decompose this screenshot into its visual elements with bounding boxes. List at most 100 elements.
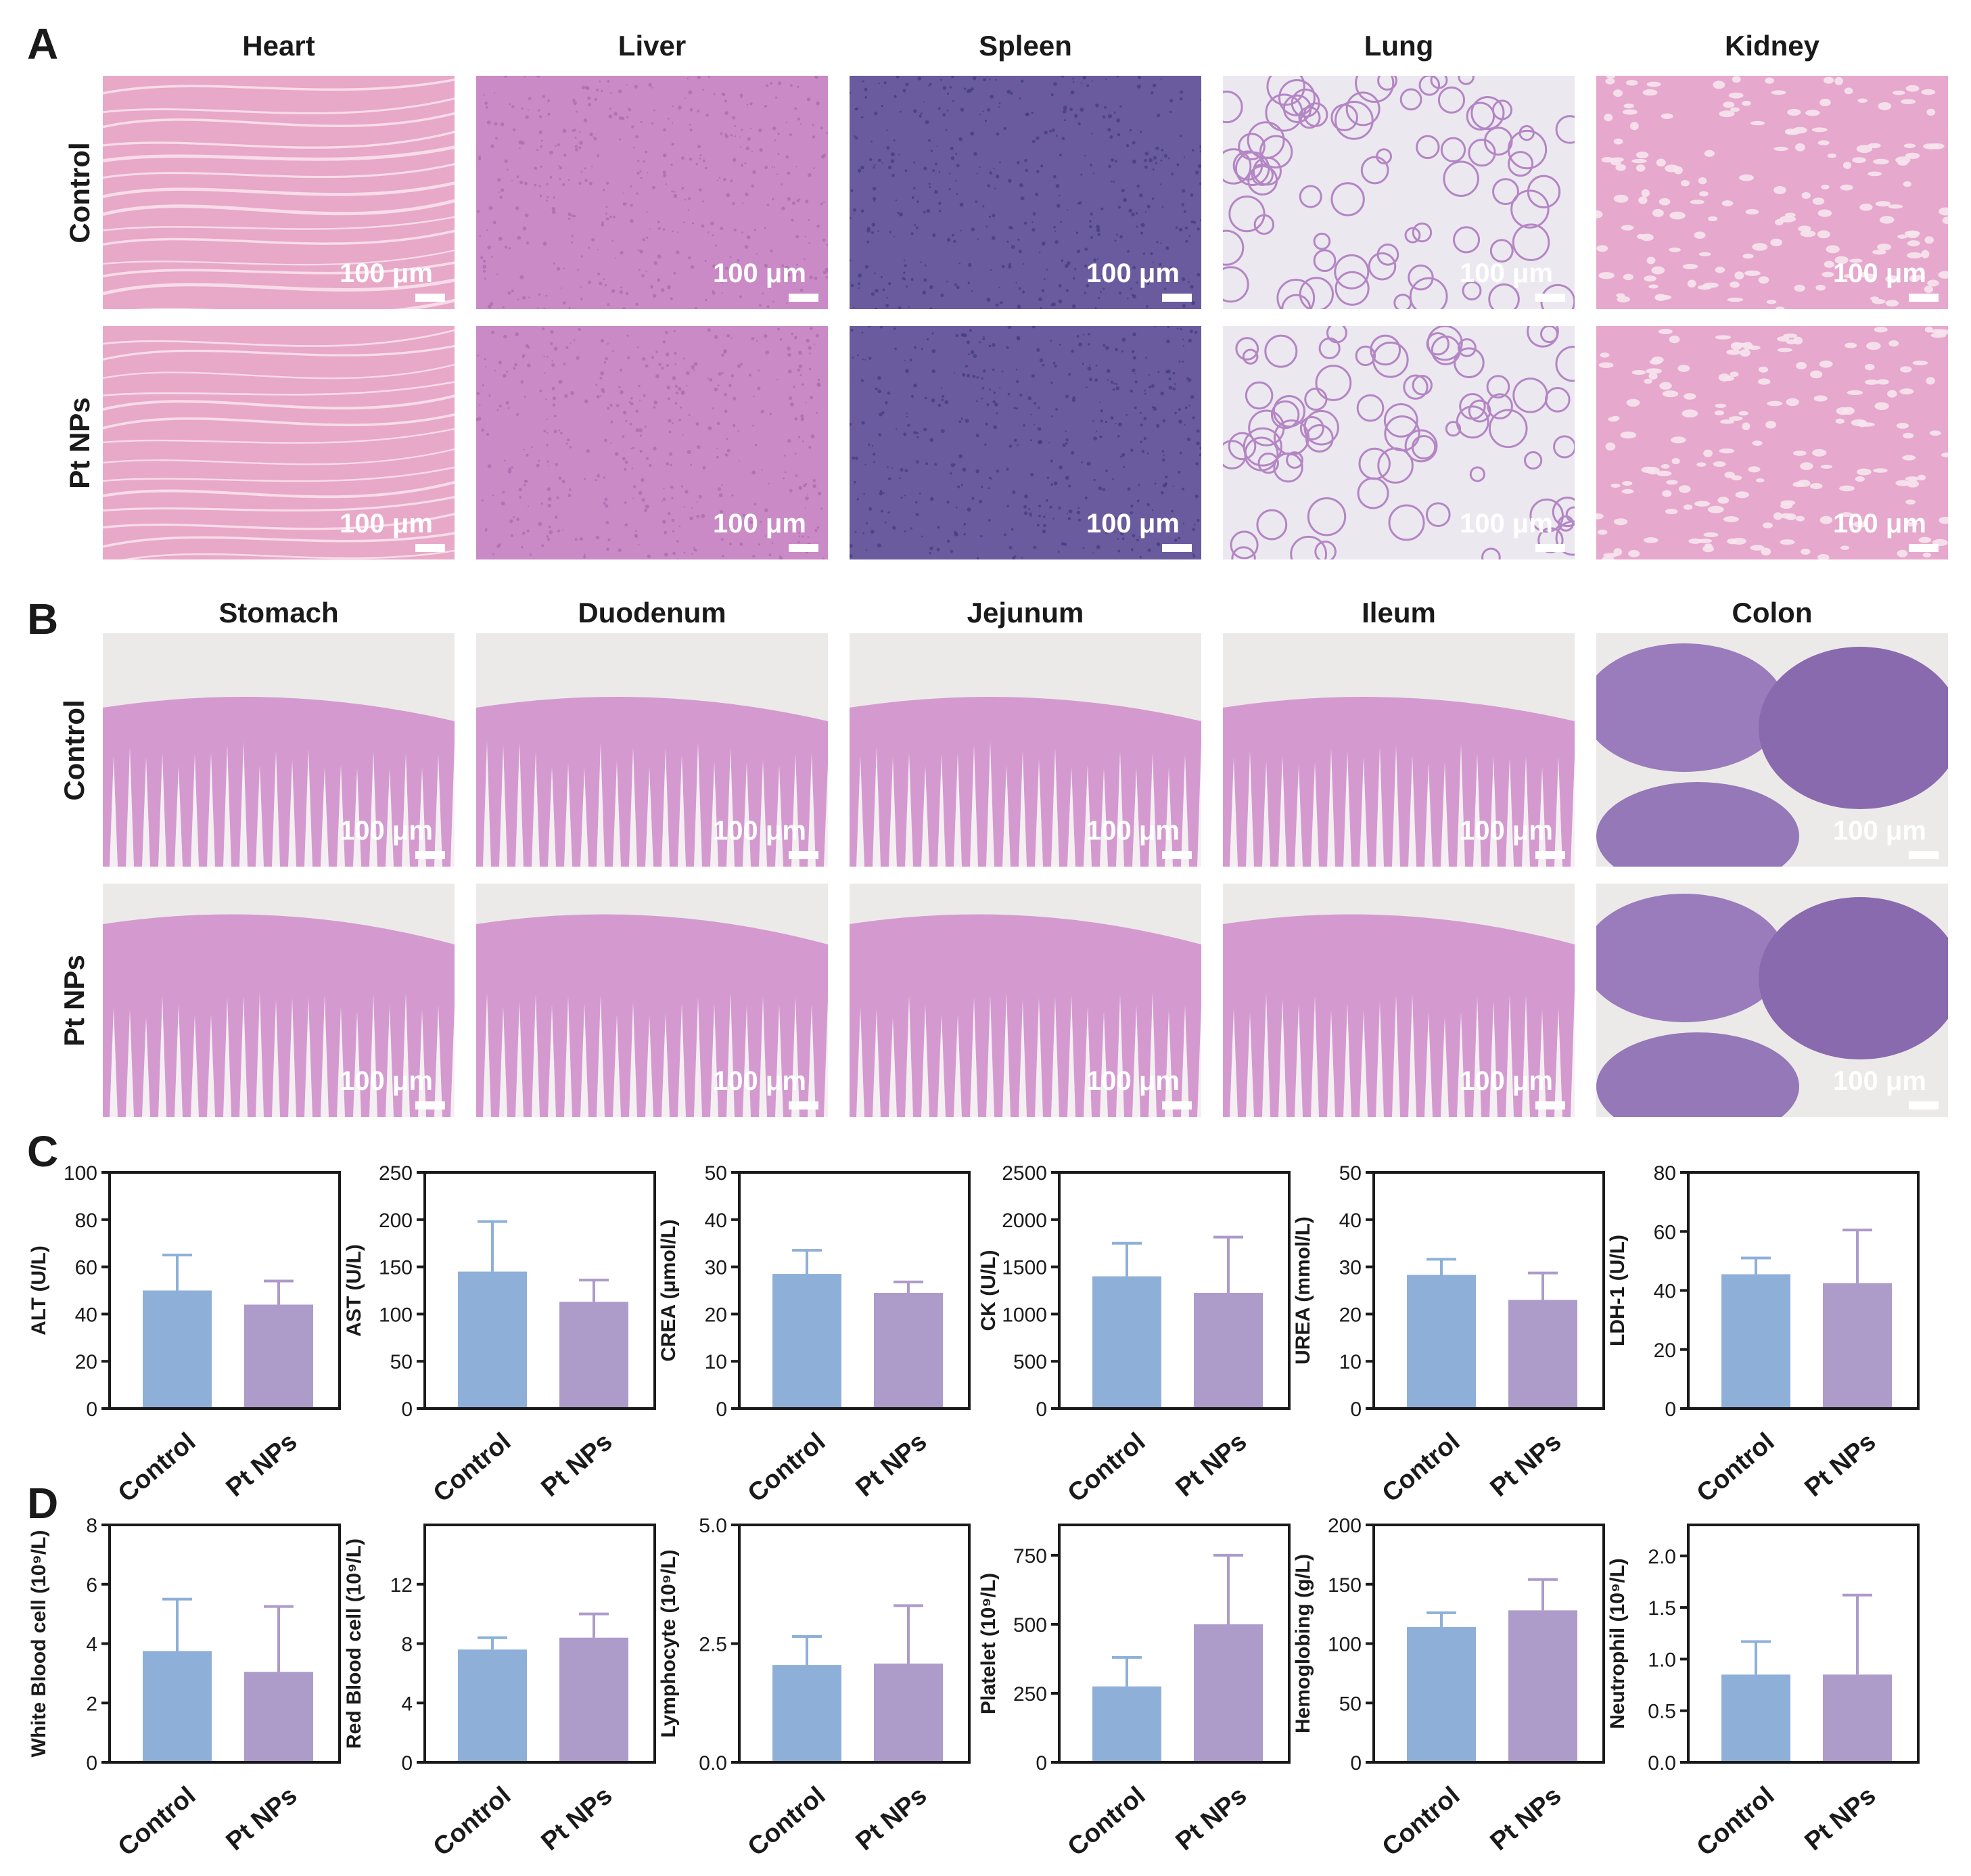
panel-letter-a: A xyxy=(27,20,59,68)
chart-3: 0 10 20 30 40 50 CREA (μmol/L) Control Pt NPs xyxy=(657,1162,971,1508)
y-tick-label: 1.5 xyxy=(1648,1597,1676,1620)
histology-image-spleen-pt-nps xyxy=(850,326,1201,559)
y-axis-label: AST (U/L) xyxy=(343,1244,365,1337)
scale-bar xyxy=(1162,1101,1192,1109)
y-tick-label: 50 xyxy=(1339,1162,1362,1185)
y-tick-label: 1500 xyxy=(1002,1257,1047,1279)
scale-bar-label: 100 μm xyxy=(1460,816,1553,846)
scale-bar xyxy=(1535,851,1565,859)
organ-title-duodenum: Duodenum xyxy=(578,597,726,628)
organ-title-colon: Colon xyxy=(1732,597,1813,628)
y-tick-label: 500 xyxy=(1013,1351,1047,1373)
y-tick-label: 0 xyxy=(1036,1398,1047,1421)
bar-pt-nps xyxy=(1508,1610,1577,1762)
y-tick-label: 200 xyxy=(1328,1515,1362,1537)
y-axis-label: Hemoglobing (g/L) xyxy=(1292,1554,1314,1733)
histology-image-colon-pt-nps xyxy=(1596,884,1948,1117)
scale-bar-label: 100 μm xyxy=(340,1066,433,1096)
y-axis-label: ALT (U/L) xyxy=(28,1245,50,1335)
scale-bar-label: 100 μm xyxy=(713,258,806,288)
y-axis-label: Red Blood cell (10⁹/L) xyxy=(343,1538,365,1749)
y-tick-label: 0.0 xyxy=(699,1752,727,1775)
scale-bar xyxy=(415,851,445,859)
y-tick-label: 20 xyxy=(1339,1304,1362,1326)
scale-bar xyxy=(789,294,818,302)
scale-bar xyxy=(1909,1101,1939,1109)
histology-image-colon-control xyxy=(1596,633,1948,867)
scale-bar xyxy=(789,851,818,859)
histology-image-heart-pt-nps xyxy=(103,326,455,559)
y-tick-label: 0 xyxy=(1350,1398,1362,1421)
histology-image-ileum-pt-nps xyxy=(1223,884,1575,1117)
scale-bar-label: 100 μm xyxy=(1833,509,1926,539)
y-tick-label: 5.0 xyxy=(699,1515,727,1537)
plot-frame xyxy=(108,1171,341,1410)
scale-bar-label: 100 μm xyxy=(713,816,806,846)
bar-control xyxy=(1407,1626,1476,1762)
scale-bar-label: 100 μm xyxy=(1460,258,1553,288)
scale-bar-label: 100 μm xyxy=(713,1066,806,1096)
plot-frame xyxy=(1058,1524,1291,1764)
y-tick-label: 40 xyxy=(1654,1281,1676,1303)
chart-7: 0 2 4 6 8 White Blood cell (10⁹/L) Control Pt N… xyxy=(28,1515,341,1862)
y-tick-label: 6 xyxy=(86,1574,97,1597)
y-tick-label: 150 xyxy=(379,1257,413,1279)
y-tick-label: 40 xyxy=(75,1304,97,1326)
y-tick-label: 50 xyxy=(390,1351,413,1373)
y-tick-label: 2.0 xyxy=(1648,1546,1676,1568)
y-tick-label: 2000 xyxy=(1002,1210,1047,1232)
scale-bar xyxy=(1162,294,1192,302)
y-tick-label: 0.5 xyxy=(1648,1701,1676,1723)
bar-control xyxy=(143,1651,212,1762)
x-tick-label: Pt NPs xyxy=(1800,1427,1882,1503)
y-axis-label: UREA (mmol/L) xyxy=(1292,1216,1314,1365)
y-tick-label: 80 xyxy=(1654,1162,1676,1185)
bar-pt-nps xyxy=(559,1302,628,1409)
histology-image-lung-pt-nps xyxy=(1223,326,1575,559)
y-tick-label: 8 xyxy=(401,1634,413,1656)
y-tick-label: 50 xyxy=(705,1162,727,1185)
y-axis-label: LDH-1 (U/L) xyxy=(1606,1235,1629,1346)
y-tick-label: 0 xyxy=(1036,1752,1047,1775)
y-axis-label: Neutrophil (10⁹/L) xyxy=(1606,1558,1629,1729)
y-tick-label: 2 xyxy=(86,1693,97,1715)
scale-bar-label: 100 μm xyxy=(1833,258,1926,288)
y-axis-label: Platelet (10⁹/L) xyxy=(977,1573,1000,1714)
chart-9: 0.0 2.5 5.0 Lymphocyte (10⁹/L) Control Pt NPs xyxy=(657,1515,971,1862)
organ-title-liver: Liver xyxy=(618,30,687,62)
y-tick-label: 50 xyxy=(1339,1693,1362,1715)
y-axis-label: White Blood cell (10⁹/L) xyxy=(28,1530,50,1758)
bar-pt-nps xyxy=(244,1672,313,1762)
histology-image-stomach-pt-nps xyxy=(103,884,455,1117)
organ-title-ileum: Ileum xyxy=(1362,597,1436,628)
scale-bar-label: 100 μm xyxy=(340,816,433,846)
bar-pt-nps xyxy=(1194,1292,1263,1409)
x-tick-label: Control xyxy=(113,1427,201,1508)
bar-pt-nps xyxy=(1508,1300,1577,1409)
chart-8: 0 4 8 12 Red Blood cell (10⁹/L) Control Pt NPs xyxy=(343,1524,656,1862)
bar-pt-nps xyxy=(1194,1624,1263,1762)
x-tick-label: Pt NPs xyxy=(221,1781,303,1856)
plot-frame xyxy=(1372,1171,1605,1410)
y-tick-label: 30 xyxy=(1339,1257,1362,1279)
x-tick-label: Control xyxy=(1377,1427,1465,1508)
scale-bar xyxy=(1535,544,1565,552)
x-tick-label: Pt NPs xyxy=(1171,1781,1253,1856)
y-tick-label: 40 xyxy=(705,1210,727,1232)
panel-letter-b: B xyxy=(27,595,59,643)
y-axis-label: CK (U/L) xyxy=(977,1250,1000,1331)
histology-image-kidney-control xyxy=(1596,76,1948,309)
y-tick-label: 0 xyxy=(401,1752,413,1775)
y-tick-label: 750 xyxy=(1013,1545,1047,1568)
y-tick-label: 80 xyxy=(75,1210,97,1232)
bar-control xyxy=(1721,1274,1790,1409)
x-tick-label: Control xyxy=(428,1781,516,1862)
bar-control xyxy=(143,1290,212,1409)
x-tick-label: Control xyxy=(743,1781,831,1862)
x-tick-label: Control xyxy=(1063,1781,1151,1862)
y-tick-label: 60 xyxy=(75,1257,97,1279)
organ-title-jejunum: Jejunum xyxy=(967,597,1084,628)
scale-bar-label: 100 μm xyxy=(1460,509,1553,539)
histology-image-stomach-control xyxy=(103,633,455,867)
